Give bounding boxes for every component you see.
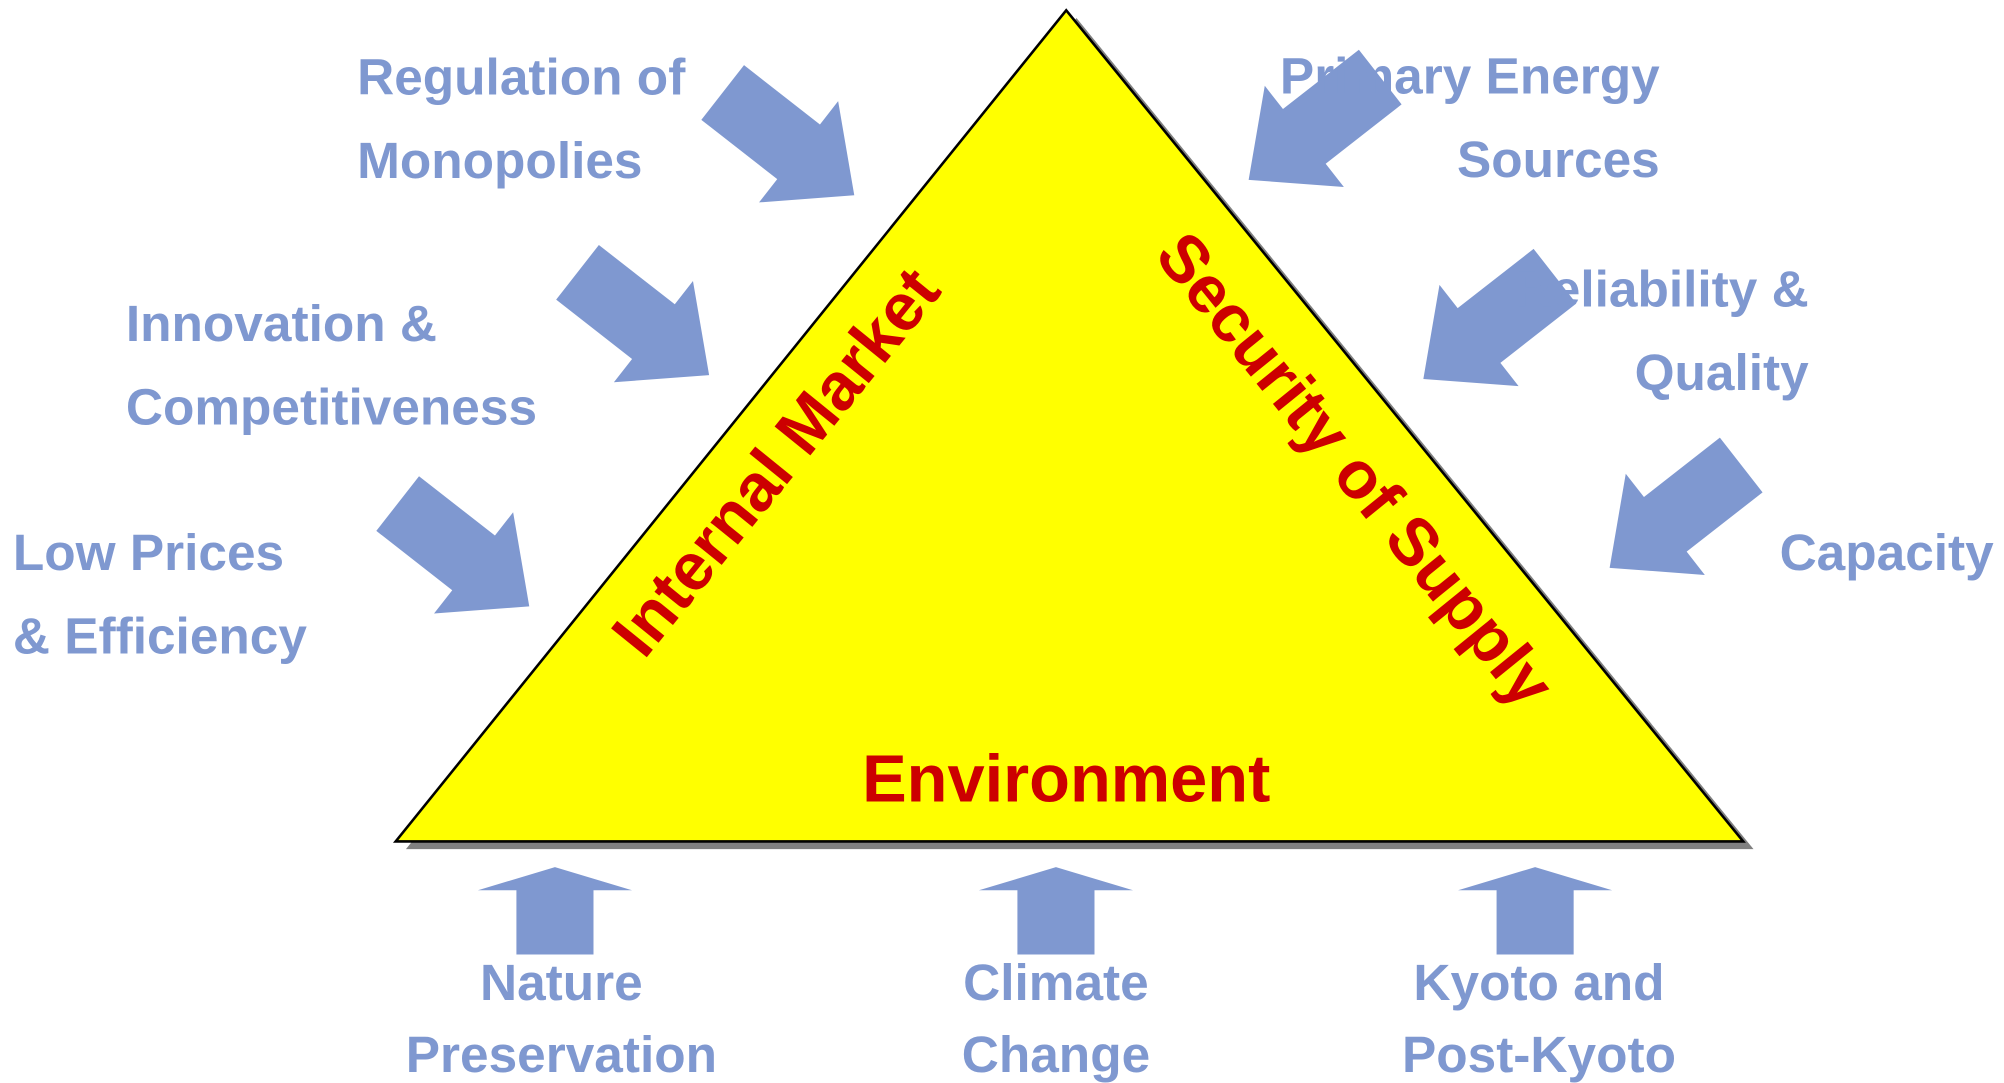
driver-label: Reliability & bbox=[1515, 260, 1809, 318]
driver-label: Preservation bbox=[406, 1025, 717, 1083]
driver-label: Climate bbox=[963, 953, 1149, 1011]
driver-label: Regulation of bbox=[357, 48, 686, 106]
driver-arrow bbox=[1458, 867, 1613, 955]
driver-label: Post-Kyoto bbox=[1402, 1025, 1676, 1083]
driver-label: & Efficiency bbox=[13, 606, 308, 664]
driver-label: Innovation & bbox=[126, 294, 437, 352]
driver-label: Kyoto and bbox=[1413, 953, 1664, 1011]
driver-label: Capacity bbox=[1780, 523, 1995, 581]
driver-label: Primary Energy bbox=[1280, 46, 1660, 104]
driver-arrow bbox=[978, 867, 1134, 955]
driver-arrow bbox=[701, 65, 855, 203]
driver-arrow bbox=[1609, 437, 1763, 575]
triangle bbox=[392, 8, 1746, 843]
driver-label: Change bbox=[962, 1025, 1150, 1083]
driver-arrow bbox=[376, 476, 530, 614]
driver-label: Nature bbox=[480, 953, 643, 1011]
driver-label: Sources bbox=[1457, 130, 1660, 188]
driver-label: Low Prices bbox=[13, 523, 284, 581]
driver-label: Competitiveness bbox=[126, 378, 537, 436]
driver-arrow bbox=[556, 244, 710, 383]
driver-label: Monopolies bbox=[357, 131, 642, 189]
bottom-side-label: Environment bbox=[862, 742, 1270, 816]
driver-arrow bbox=[477, 867, 633, 955]
driver-arrow bbox=[1423, 248, 1577, 387]
driver-label: Quality bbox=[1635, 343, 1810, 401]
driver-arrow bbox=[1248, 49, 1402, 187]
